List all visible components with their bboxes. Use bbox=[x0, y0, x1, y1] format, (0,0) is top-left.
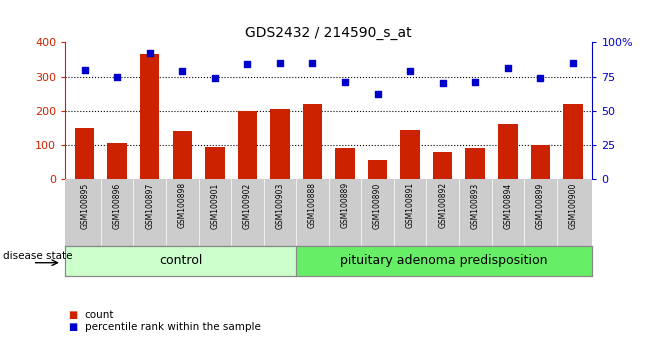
Text: GSM100903: GSM100903 bbox=[275, 182, 284, 229]
Point bbox=[503, 65, 513, 71]
Bar bbox=[140, 55, 159, 179]
Text: GSM100895: GSM100895 bbox=[80, 182, 89, 229]
Text: GSM100899: GSM100899 bbox=[536, 182, 545, 229]
Text: GSM100894: GSM100894 bbox=[503, 182, 512, 229]
Text: GSM100902: GSM100902 bbox=[243, 182, 252, 229]
Text: GSM100900: GSM100900 bbox=[568, 182, 577, 229]
Point bbox=[307, 60, 318, 66]
Bar bbox=[368, 160, 387, 179]
Bar bbox=[335, 148, 355, 179]
Point bbox=[79, 67, 90, 73]
Point bbox=[145, 51, 155, 56]
Text: GSM100889: GSM100889 bbox=[340, 182, 350, 228]
Text: GSM100901: GSM100901 bbox=[210, 182, 219, 229]
Bar bbox=[400, 130, 420, 179]
Bar bbox=[173, 131, 192, 179]
Point bbox=[535, 75, 546, 81]
Bar bbox=[205, 147, 225, 179]
Point bbox=[177, 68, 187, 74]
Point bbox=[437, 81, 448, 86]
Point bbox=[372, 92, 383, 97]
Point bbox=[112, 74, 122, 79]
Point bbox=[568, 60, 578, 66]
Text: pituitary adenoma predisposition: pituitary adenoma predisposition bbox=[340, 255, 548, 268]
Bar bbox=[75, 128, 94, 179]
Bar bbox=[498, 124, 518, 179]
Point bbox=[210, 75, 220, 81]
Text: GSM100890: GSM100890 bbox=[373, 182, 382, 229]
Text: GSM100897: GSM100897 bbox=[145, 182, 154, 229]
Text: GSM100898: GSM100898 bbox=[178, 182, 187, 228]
Text: GSM100888: GSM100888 bbox=[308, 182, 317, 228]
Point bbox=[242, 62, 253, 67]
Text: GSM100892: GSM100892 bbox=[438, 182, 447, 228]
Bar bbox=[107, 143, 127, 179]
Text: ■: ■ bbox=[68, 322, 77, 332]
Bar bbox=[563, 104, 583, 179]
Text: GSM100896: GSM100896 bbox=[113, 182, 122, 229]
Point bbox=[340, 79, 350, 85]
Bar bbox=[531, 145, 550, 179]
Bar bbox=[433, 152, 452, 179]
Text: ■: ■ bbox=[68, 310, 77, 320]
Text: count: count bbox=[85, 310, 114, 320]
Bar bbox=[238, 111, 257, 179]
Bar bbox=[65, 246, 296, 276]
Text: GSM100893: GSM100893 bbox=[471, 182, 480, 229]
Point bbox=[470, 79, 480, 85]
Bar bbox=[303, 104, 322, 179]
Bar bbox=[270, 109, 290, 179]
Title: GDS2432 / 214590_s_at: GDS2432 / 214590_s_at bbox=[245, 26, 412, 40]
Bar bbox=[465, 148, 485, 179]
Text: disease state: disease state bbox=[3, 251, 73, 261]
Text: percentile rank within the sample: percentile rank within the sample bbox=[85, 322, 260, 332]
Text: GSM100891: GSM100891 bbox=[406, 182, 415, 228]
Bar bbox=[296, 246, 592, 276]
Point bbox=[275, 60, 285, 66]
Point bbox=[405, 68, 415, 74]
Text: control: control bbox=[159, 255, 202, 268]
